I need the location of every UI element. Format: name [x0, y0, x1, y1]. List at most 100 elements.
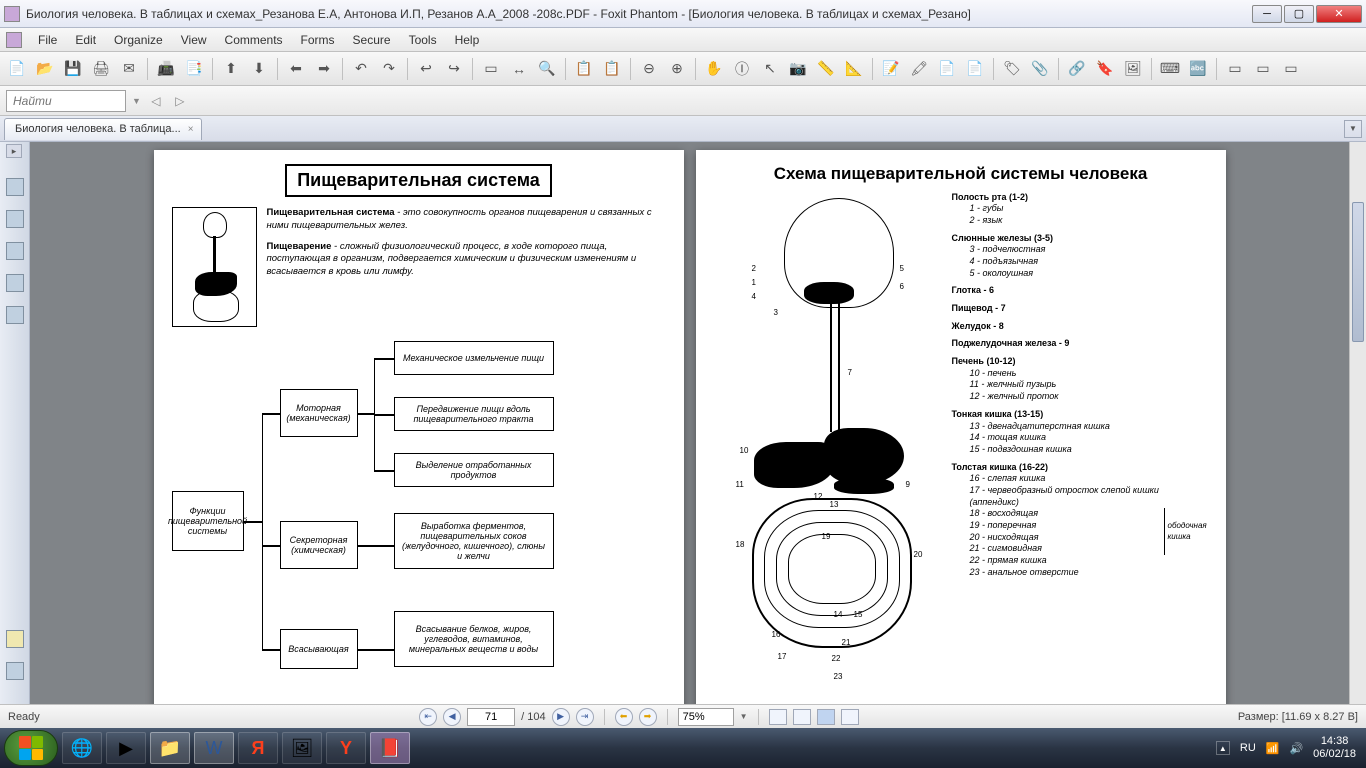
- textbox-icon[interactable]: 🔤: [1185, 56, 1211, 82]
- menu-forms[interactable]: Forms: [293, 30, 343, 50]
- stamp-icon[interactable]: 🏷: [999, 56, 1025, 82]
- bookmark-icon[interactable]: 🔖: [1092, 56, 1118, 82]
- zoom-in-icon[interactable]: 🔍: [534, 56, 560, 82]
- link-icon[interactable]: 🔗: [1064, 56, 1090, 82]
- rotate-left-icon[interactable]: ↶: [348, 56, 374, 82]
- tray-volume-icon[interactable]: 🔊: [1289, 742, 1303, 755]
- strikeout-icon[interactable]: 📄: [934, 56, 960, 82]
- taskbar-yandex2-icon[interactable]: Y: [326, 732, 366, 764]
- page-number-input[interactable]: [467, 708, 515, 726]
- measure-icon[interactable]: 📐: [841, 56, 867, 82]
- zoom-input[interactable]: [678, 708, 734, 726]
- nav-fwd-icon[interactable]: ➡: [311, 56, 337, 82]
- continuous-facing-view-icon[interactable]: [841, 709, 859, 725]
- vertical-scrollbar[interactable]: [1349, 142, 1366, 704]
- nav-back-icon[interactable]: ⬅: [283, 56, 309, 82]
- form1-icon[interactable]: ▭: [1222, 56, 1248, 82]
- start-button[interactable]: [4, 730, 58, 766]
- bookmarks-panel-icon[interactable]: [6, 178, 24, 196]
- continuous-view-icon[interactable]: [793, 709, 811, 725]
- image-icon[interactable]: 🖼: [1120, 56, 1146, 82]
- prev-page-icon[interactable]: ◀: [443, 708, 461, 726]
- taskbar-chrome-icon[interactable]: 🌐: [62, 732, 102, 764]
- underline-icon[interactable]: 📄: [962, 56, 988, 82]
- menu-secure[interactable]: Secure: [345, 30, 399, 50]
- minimize-button[interactable]: ─: [1252, 5, 1282, 23]
- highlight-icon[interactable]: 🖍: [906, 56, 932, 82]
- single-page-view-icon[interactable]: [769, 709, 787, 725]
- new-icon[interactable]: 📄: [4, 56, 30, 82]
- security-panel-icon[interactable]: [6, 662, 24, 680]
- search-prev-icon[interactable]: ◁: [147, 92, 165, 110]
- nav-down-icon[interactable]: ⬇: [246, 56, 272, 82]
- attachments-panel-icon[interactable]: [6, 306, 24, 324]
- menu-view[interactable]: View: [173, 30, 215, 50]
- ruler-icon[interactable]: 📏: [813, 56, 839, 82]
- taskbar-yandex-icon[interactable]: Я: [238, 732, 278, 764]
- taskbar-word-icon[interactable]: W: [194, 732, 234, 764]
- document-view[interactable]: Пищеварительная система Пищеварительная …: [30, 142, 1349, 704]
- search-next-icon[interactable]: ▷: [171, 92, 189, 110]
- menu-organize[interactable]: Organize: [106, 30, 171, 50]
- facing-view-icon[interactable]: [817, 709, 835, 725]
- taskbar-photos-icon[interactable]: 🖼: [282, 732, 322, 764]
- search-input[interactable]: [6, 90, 126, 112]
- clipboard-icon[interactable]: 📋: [599, 56, 625, 82]
- left-side-panel: [0, 142, 30, 704]
- layers-panel-icon[interactable]: [6, 242, 24, 260]
- hand-tool-icon[interactable]: ✋: [701, 56, 727, 82]
- menu-comments[interactable]: Comments: [217, 30, 291, 50]
- taskbar-explorer-icon[interactable]: 📁: [150, 732, 190, 764]
- tab-menu-icon[interactable]: ▼: [1344, 120, 1362, 138]
- next-page-icon[interactable]: ▶: [552, 708, 570, 726]
- fit-width-icon[interactable]: ↔: [506, 56, 532, 82]
- zoom-out-btn[interactable]: ⊖: [636, 56, 662, 82]
- maximize-button[interactable]: ▢: [1284, 5, 1314, 23]
- scan-icon[interactable]: 📠: [153, 56, 179, 82]
- snapshot2-icon[interactable]: 📷: [785, 56, 811, 82]
- tab-close-icon[interactable]: ×: [185, 123, 197, 135]
- select-text-icon[interactable]: Ⓘ: [729, 56, 755, 82]
- redo-icon[interactable]: ↪: [441, 56, 467, 82]
- main-toolbar: 📄 📂 💾 🖨 ✉ 📠 📑 ⬆ ⬇ ⬅ ➡ ↶ ↷ ↩ ↪ ▭ ↔ 🔍 📋 📋 …: [0, 52, 1366, 86]
- menu-help[interactable]: Help: [447, 30, 488, 50]
- tray-network-icon[interactable]: 📶: [1266, 742, 1280, 755]
- note-icon[interactable]: 📝: [878, 56, 904, 82]
- undo-icon[interactable]: ↩: [413, 56, 439, 82]
- last-page-icon[interactable]: ⇥: [576, 708, 594, 726]
- form3-icon[interactable]: ▭: [1278, 56, 1304, 82]
- fit-page-icon[interactable]: ▭: [478, 56, 504, 82]
- combine-icon[interactable]: 📑: [181, 56, 207, 82]
- mail-icon[interactable]: ✉: [116, 56, 142, 82]
- menu-edit[interactable]: Edit: [67, 30, 104, 50]
- tray-clock[interactable]: 14:38 06/02/18: [1313, 735, 1356, 761]
- history-fwd-icon[interactable]: ➡: [639, 708, 657, 726]
- close-button[interactable]: ✕: [1316, 5, 1362, 23]
- zoom-in-btn[interactable]: ⊕: [664, 56, 690, 82]
- open-icon[interactable]: 📂: [32, 56, 58, 82]
- scroll-thumb[interactable]: [1352, 202, 1364, 342]
- rotate-right-icon[interactable]: ↷: [376, 56, 402, 82]
- menu-tools[interactable]: Tools: [401, 30, 445, 50]
- pages-panel-icon[interactable]: [6, 210, 24, 228]
- comments-panel-icon[interactable]: [6, 274, 24, 292]
- history-back-icon[interactable]: ⬅: [615, 708, 633, 726]
- first-page-icon[interactable]: ⇤: [419, 708, 437, 726]
- attach-icon[interactable]: 📎: [1027, 56, 1053, 82]
- print-icon[interactable]: 🖨: [88, 56, 114, 82]
- panel-expand-icon[interactable]: ▸: [6, 144, 22, 158]
- menu-file[interactable]: File: [30, 30, 65, 50]
- tray-overflow-icon[interactable]: ▲: [1216, 741, 1230, 755]
- signatures-panel-icon[interactable]: [6, 630, 24, 648]
- taskbar-foxit-icon[interactable]: 📕: [370, 732, 410, 764]
- snapshot-icon[interactable]: 📋: [571, 56, 597, 82]
- typewriter-icon[interactable]: ⌨: [1157, 56, 1183, 82]
- document-tab[interactable]: Биология человека. В таблица... ×: [4, 118, 202, 140]
- nav-up-icon[interactable]: ⬆: [218, 56, 244, 82]
- form2-icon[interactable]: ▭: [1250, 56, 1276, 82]
- tray-lang[interactable]: RU: [1240, 742, 1256, 754]
- save-icon[interactable]: 💾: [60, 56, 86, 82]
- taskbar-media-icon[interactable]: ▶: [106, 732, 146, 764]
- search-dropdown-icon[interactable]: ▼: [132, 96, 141, 106]
- select-annot-icon[interactable]: ↖: [757, 56, 783, 82]
